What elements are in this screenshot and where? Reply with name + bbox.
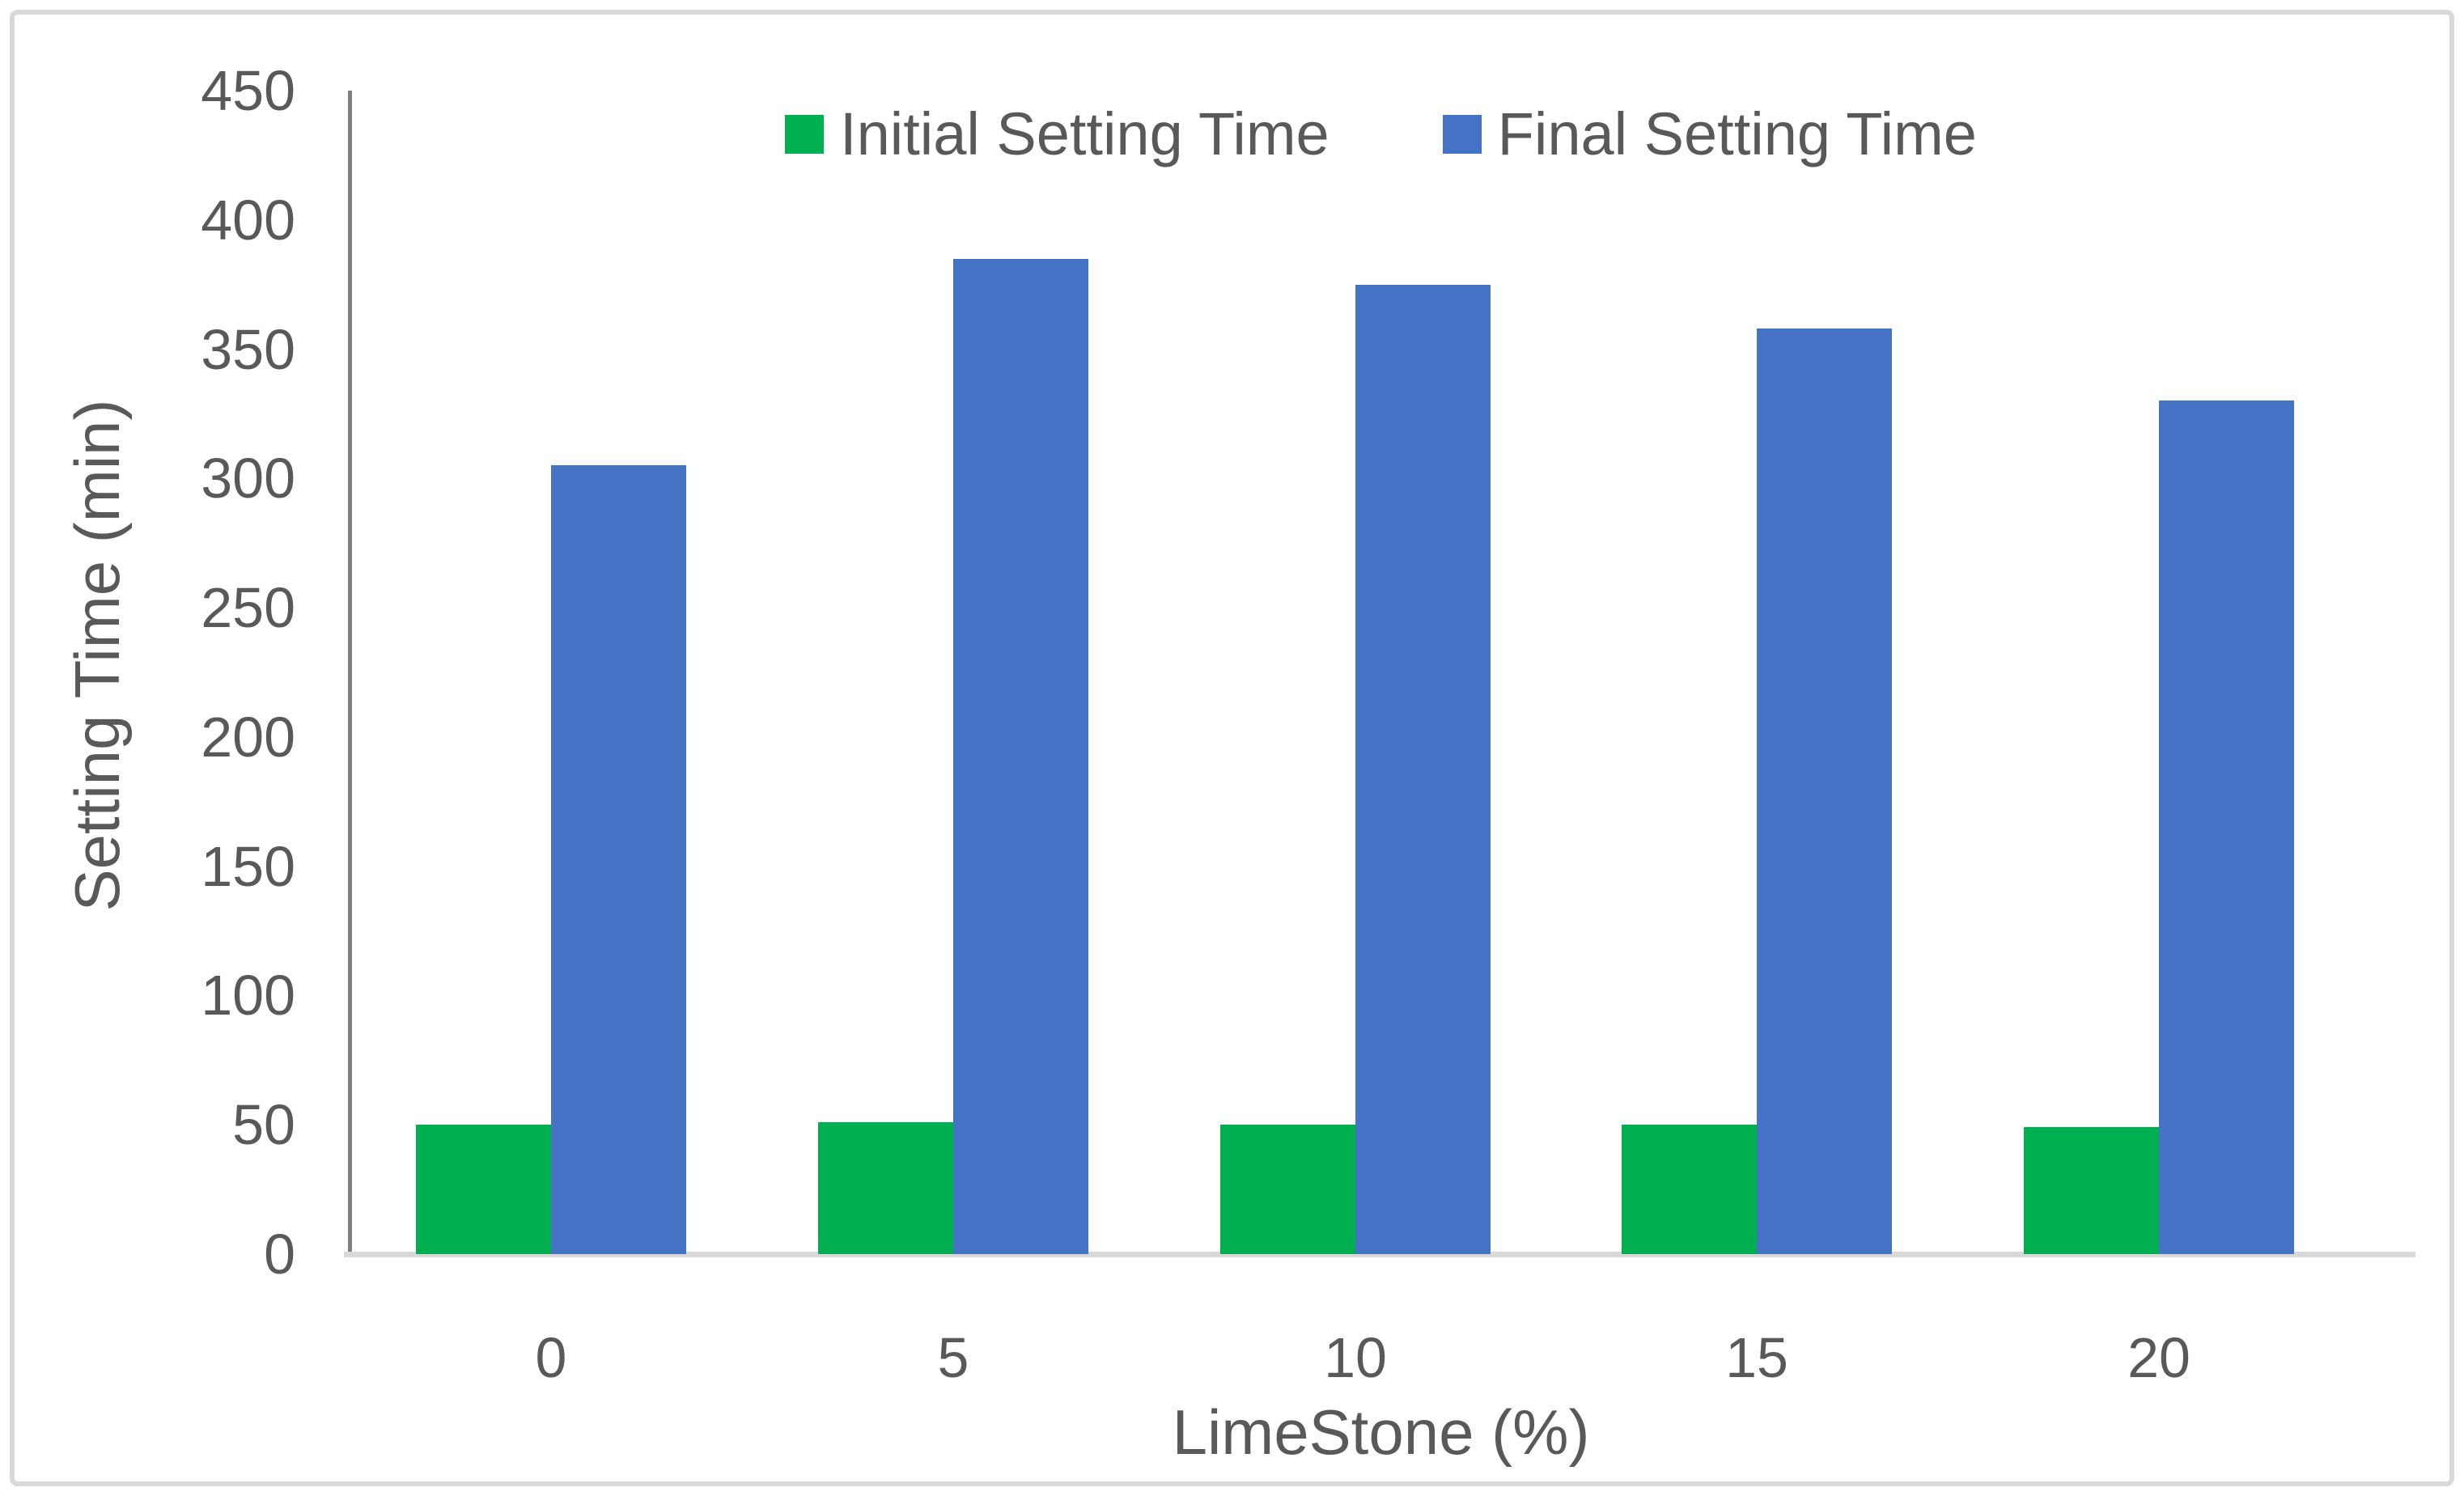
x-tick-15: 15: [1725, 1326, 1788, 1389]
y-tick-200: 200: [201, 705, 295, 769]
x-axis-title: LimeStone (%): [1172, 1396, 1590, 1468]
y-tick-350: 350: [201, 317, 295, 381]
legend: Initial Setting Time Final Setting Time: [350, 98, 2411, 171]
y-tick-250: 250: [201, 576, 295, 640]
legend-item-initial-setting-time: Initial Setting Time: [785, 104, 1330, 164]
x-axis-baseline: [344, 1252, 2415, 1257]
bar-initial-setting-time-0: [416, 1125, 551, 1254]
bar-final-setting-time-0: [551, 465, 686, 1254]
bar-initial-setting-time-10: [1220, 1125, 1355, 1254]
y-tick-300: 300: [201, 447, 295, 511]
legend-label-initial-setting-time: Initial Setting Time: [840, 100, 1330, 167]
y-tick-0: 0: [264, 1223, 295, 1286]
y-tick-400: 400: [201, 188, 295, 252]
x-tick-0: 0: [535, 1326, 567, 1389]
legend-item-final-setting-time: Final Setting Time: [1442, 100, 1977, 167]
legend-swatch-initial-setting-time: [785, 115, 825, 154]
bar-initial-setting-time-15: [1622, 1125, 1757, 1254]
bar-initial-setting-time-5: [818, 1122, 953, 1254]
bar-final-setting-time-10: [1355, 285, 1491, 1254]
bar-final-setting-time-20: [2159, 400, 2294, 1254]
y-tick-50: 50: [232, 1093, 295, 1157]
x-tick-20: 20: [2127, 1326, 2190, 1389]
x-tick-10: 10: [1324, 1326, 1387, 1389]
figure-border: [10, 10, 2454, 1486]
bar-initial-setting-time-20: [2024, 1127, 2159, 1254]
x-tick-5: 5: [937, 1326, 969, 1389]
y-axis-line: [348, 91, 352, 1254]
y-tick-100: 100: [201, 964, 295, 1028]
legend-swatch-final-setting-time: [1442, 115, 1482, 154]
legend-label-final-setting-time: Final Setting Time: [1497, 100, 1977, 167]
bar-final-setting-time-5: [953, 259, 1088, 1254]
bar-final-setting-time-15: [1757, 328, 1892, 1254]
y-tick-150: 150: [201, 834, 295, 898]
y-tick-450: 450: [201, 59, 295, 122]
